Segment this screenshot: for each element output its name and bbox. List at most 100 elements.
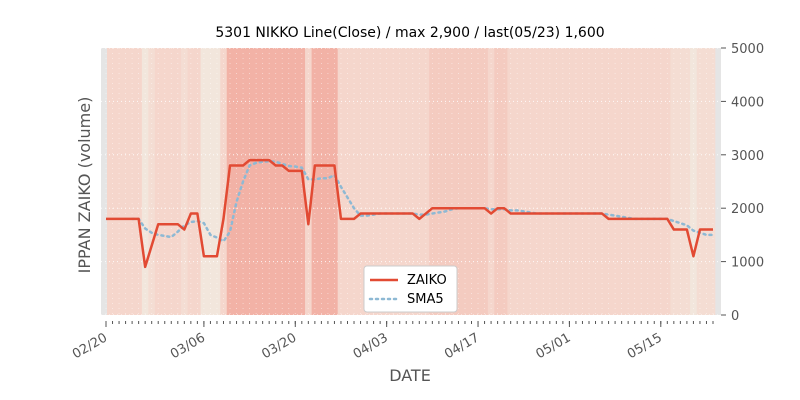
day-band [500, 48, 508, 315]
day-band [135, 48, 143, 315]
background-bands [101, 48, 721, 315]
day-band [442, 48, 449, 315]
day-band [278, 48, 286, 315]
day-band [272, 48, 280, 315]
day-band [292, 48, 299, 315]
day-band [644, 48, 652, 315]
day-band [455, 48, 463, 315]
day-band [344, 48, 352, 315]
day-band [520, 48, 528, 315]
day-band [122, 48, 130, 315]
x-axis-label: DATE [389, 366, 431, 385]
day-band [318, 48, 325, 315]
x-tick-label: 02/20 [70, 330, 110, 362]
day-band [357, 48, 365, 315]
series-zaiko [106, 158, 713, 269]
day-band [181, 48, 188, 315]
day-band [187, 48, 195, 315]
day-band [650, 48, 658, 315]
day-band [376, 48, 384, 315]
day-band [624, 48, 632, 315]
day-band [233, 48, 241, 315]
day-band [533, 48, 541, 315]
day-band [396, 48, 404, 315]
x-tick-label: 03/06 [168, 330, 208, 362]
day-band [526, 48, 534, 315]
legend-zaiko-label: ZAIKO [407, 273, 447, 288]
day-band [285, 48, 293, 315]
legend: ZAIKO SMA5 [363, 265, 458, 313]
day-band [513, 48, 521, 315]
day-band [305, 48, 312, 315]
day-band [553, 48, 560, 315]
day-band [311, 48, 319, 315]
day-band [579, 48, 587, 315]
day-band [494, 48, 502, 315]
day-band [664, 48, 671, 315]
day-band [435, 48, 443, 315]
day-band [481, 48, 489, 315]
day-band [213, 48, 221, 315]
day-band [461, 48, 469, 315]
day-band [690, 48, 697, 315]
x-tick-label: 03/20 [259, 330, 299, 362]
day-band [572, 48, 580, 315]
day-band [389, 48, 397, 315]
day-band [168, 48, 175, 315]
day-band [259, 48, 267, 315]
day-band [350, 48, 358, 315]
day-band [265, 48, 273, 315]
day-band [487, 48, 495, 315]
day-band [657, 48, 665, 315]
day-band [252, 48, 260, 315]
chart-title: 5301 NIKKO Line(Close) / max 2,900 / las… [215, 25, 605, 41]
day-band [540, 48, 547, 315]
day-band [468, 48, 476, 315]
day-band [409, 48, 417, 315]
x-tick-label: 04/03 [351, 330, 391, 362]
day-band [507, 48, 515, 315]
day-band [194, 48, 201, 315]
day-band [618, 48, 626, 315]
day-band [546, 48, 554, 315]
day-band [109, 48, 117, 315]
x-tick-label: 04/17 [442, 330, 482, 362]
day-band [370, 48, 378, 315]
y-tick-label: 5000 [731, 42, 764, 57]
day-band [154, 48, 162, 315]
day-band [566, 48, 573, 315]
x-tick-label: 05/01 [533, 330, 573, 362]
day-band [416, 48, 423, 315]
day-band [598, 48, 606, 315]
day-band [226, 48, 234, 315]
grid-lines [101, 47, 721, 316]
y-tick-label: 4000 [731, 95, 764, 110]
day-band [200, 48, 208, 315]
day-band [174, 48, 182, 315]
day-band [337, 48, 345, 315]
day-band [107, 48, 110, 315]
y-tick-label: 2000 [731, 202, 764, 217]
day-band [383, 48, 391, 315]
day-band [637, 48, 645, 315]
day-band [161, 48, 169, 315]
day-band [363, 48, 371, 315]
x-tick-label: 05/15 [625, 330, 665, 362]
day-band [141, 48, 149, 315]
legend-sma5-label: SMA5 [407, 292, 444, 307]
y-tick-label: 1000 [731, 256, 764, 271]
day-band [324, 48, 332, 315]
day-band [148, 48, 156, 315]
day-band [605, 48, 613, 315]
day-band [611, 48, 619, 315]
day-band [631, 48, 639, 315]
day-band [474, 48, 482, 315]
day-band [422, 48, 430, 315]
day-band [448, 48, 456, 315]
legend-box [363, 265, 458, 313]
day-band [703, 48, 711, 315]
zaiko-line [106, 158, 713, 269]
day-band [246, 48, 254, 315]
day-band [115, 48, 123, 315]
